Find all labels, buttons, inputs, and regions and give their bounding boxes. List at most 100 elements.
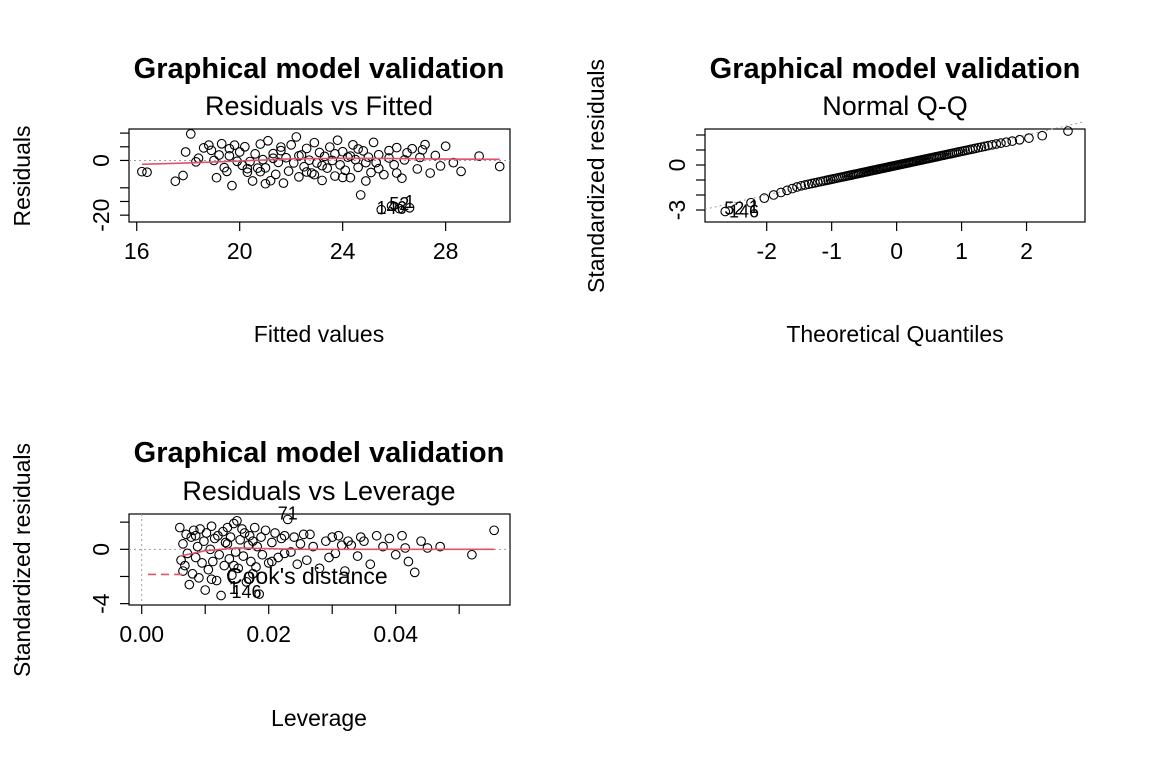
rvf-point — [247, 176, 258, 186]
rvf-point — [239, 141, 250, 152]
rvl-point — [257, 549, 268, 560]
rvl-point — [249, 522, 260, 533]
rvl-point — [270, 528, 280, 538]
rvf-point — [430, 150, 441, 161]
qq-point — [800, 180, 810, 190]
rvl-point — [228, 560, 239, 571]
rvf-point — [281, 152, 291, 163]
rvf-point — [474, 151, 484, 161]
rvf-point — [283, 166, 294, 176]
rvl-point — [279, 530, 290, 541]
rvf-point — [337, 172, 348, 183]
rvf-point — [255, 166, 266, 177]
rvf-point — [245, 156, 255, 167]
rvl-point — [282, 514, 293, 525]
qq-x-axis: -2 -1 0 1 2 — [756, 222, 1033, 264]
rvf-point — [373, 163, 384, 174]
rvf-point — [394, 203, 405, 214]
rvf-point — [335, 159, 345, 170]
rvl-y-tick-label: -4 — [88, 593, 114, 614]
qq-y-axis-label: Standardized residuals — [583, 59, 609, 293]
rvl-point — [409, 567, 420, 578]
rvf-point — [299, 161, 309, 172]
rvl-point — [333, 530, 344, 541]
qq-outlier-label: 146 — [729, 202, 759, 222]
rvf-point — [440, 141, 451, 152]
rvf-x-tick-label: 28 — [433, 238, 459, 264]
rvf-point — [185, 129, 196, 139]
rvl-point — [224, 553, 235, 564]
rvl-point — [371, 530, 382, 541]
rvl-point — [241, 577, 252, 587]
qq-point — [979, 141, 990, 152]
rvl-point — [308, 541, 319, 552]
rvl-point — [324, 552, 334, 563]
rvl-point — [489, 525, 499, 536]
rvl-point — [227, 570, 237, 580]
rvl-point — [192, 541, 203, 552]
rvf-point — [250, 149, 260, 159]
rvl-y-tick-label: 0 — [88, 543, 114, 556]
qq-point — [776, 187, 786, 198]
rvl-point — [352, 551, 363, 561]
rvf-plot-frame — [128, 128, 511, 223]
rvl-point — [422, 543, 433, 553]
rvl-point — [174, 522, 185, 533]
rvl-x-axis: 0.00 0.02 0.04 — [119, 605, 460, 647]
rvf-point — [435, 161, 446, 171]
qq-point — [768, 190, 779, 200]
rvf-point — [216, 138, 227, 149]
rvl-point — [289, 532, 299, 542]
rvf-outlier-label: 1 — [405, 192, 415, 212]
rvf-point — [221, 166, 232, 177]
qq-plot-frame — [704, 128, 1086, 223]
rvf-point — [425, 168, 436, 178]
qq-outlier-label: 52 — [724, 199, 744, 219]
rvf-x-axis: 16 20 24 28 — [124, 222, 459, 264]
rvl-point — [219, 560, 230, 571]
rvf-point — [345, 151, 356, 161]
rvf-point — [270, 169, 281, 180]
rvf-point — [260, 178, 271, 189]
rvf-point — [224, 150, 235, 161]
rvf-x-tick-label: 16 — [124, 238, 150, 264]
qq-point — [1007, 136, 1018, 146]
rvl-smooth-line — [179, 547, 495, 557]
rvf-point — [268, 153, 279, 164]
rvf-point — [227, 180, 237, 191]
rvf-point — [391, 142, 402, 153]
rvl-point — [305, 529, 315, 540]
rvf-point — [417, 144, 428, 155]
rvl-point — [355, 532, 366, 542]
rvf-point — [397, 173, 407, 184]
rvf-point — [360, 157, 371, 168]
rvl-point — [286, 547, 296, 557]
rvl-point — [416, 536, 426, 547]
rvl-point — [365, 559, 376, 570]
qq-point — [1063, 126, 1073, 136]
rvl-y-axis: -4 0 — [88, 521, 129, 614]
rvl-point — [400, 543, 411, 553]
qq-y-tick-label: 0 — [664, 159, 690, 172]
rvf-point — [368, 137, 379, 148]
qq-x-tick-label: 1 — [955, 238, 968, 264]
qq-point — [1024, 133, 1034, 143]
rvl-x-axis-label: Leverage — [271, 705, 367, 731]
rvf-point — [178, 170, 188, 181]
rvl-point — [209, 533, 220, 544]
rvf-point — [319, 151, 330, 162]
rvl-point — [378, 541, 388, 552]
panel-residuals-vs-fitted: Graphical model validation Residuals vs … — [9, 53, 511, 347]
qq-point — [996, 138, 1006, 148]
rvl-point — [343, 536, 353, 547]
rvf-point — [366, 167, 376, 178]
rvl-point — [321, 536, 331, 547]
qq-point — [1037, 130, 1048, 141]
rvl-point — [206, 574, 217, 585]
qq-point — [787, 183, 798, 194]
rvf-y-tick-label: 0 — [88, 154, 114, 167]
rvf-smooth-line — [141, 157, 500, 166]
rvl-outlier-label: 146 — [231, 582, 261, 602]
rvl-point — [238, 551, 249, 561]
